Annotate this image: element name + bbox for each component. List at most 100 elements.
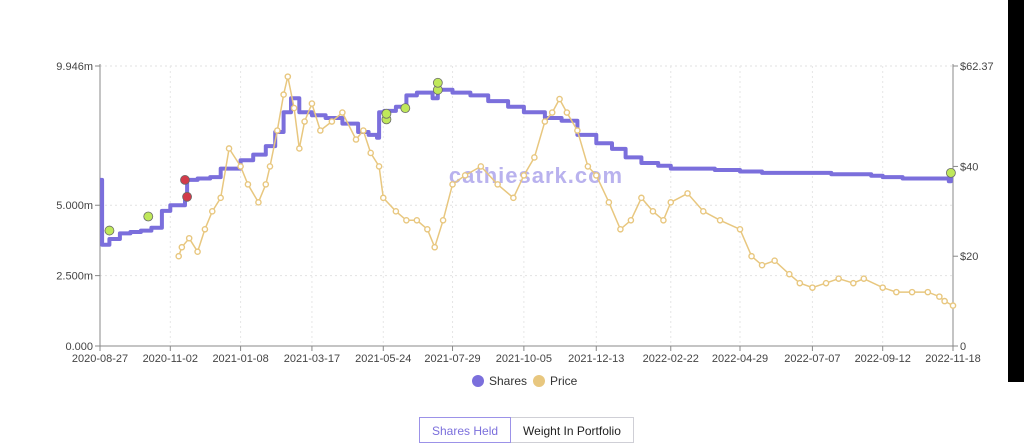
view-toggle: Shares Held Weight In Portfolio: [419, 417, 634, 443]
price-point: [274, 127, 281, 134]
x-tick-label: 2021-05-24: [355, 353, 411, 365]
axes: 0.000 2.500m 5.000m 9.946m 0 $20 $40 $62.37 2020…: [56, 61, 993, 365]
price-point: [375, 163, 383, 170]
price-point: [208, 208, 216, 215]
price-series-line: [177, 76, 954, 307]
price-point: [548, 109, 556, 116]
price-point: [352, 136, 360, 143]
y-right-tick-label: 0: [960, 341, 966, 353]
price-point: [244, 181, 252, 188]
price-point: [360, 127, 367, 134]
shares-legend-swatch[interactable]: [472, 375, 484, 387]
price-point: [748, 252, 755, 260]
price-legend-label[interactable]: Price: [550, 374, 578, 388]
price-point: [510, 194, 517, 202]
trade-marker[interactable]: [104, 225, 115, 236]
price-point: [758, 261, 766, 269]
price-point: [317, 127, 324, 134]
grid-lines: [100, 65, 953, 346]
price-point: [339, 109, 346, 116]
price-point: [201, 225, 209, 233]
price-point: [237, 163, 244, 170]
price-point: [574, 127, 581, 134]
trade-marker[interactable]: [381, 108, 392, 119]
price-legend-swatch[interactable]: [533, 375, 545, 387]
price-point: [494, 181, 501, 188]
x-tick-label: 2021-07-29: [424, 353, 480, 365]
price-point: [185, 234, 193, 242]
x-tick-label: 2022-09-12: [855, 353, 911, 365]
price-point: [796, 279, 804, 287]
price-point: [660, 216, 667, 224]
shares-legend-label[interactable]: Shares: [489, 374, 527, 388]
price-point: [403, 216, 410, 224]
x-tick-label: 2021-03-17: [284, 353, 340, 365]
tab-weight-in-portfolio[interactable]: Weight In Portfolio: [511, 417, 634, 443]
price-point: [667, 199, 675, 206]
x-tick-label: 2021-01-08: [212, 353, 268, 365]
price-point: [301, 118, 308, 125]
x-tick-label: 2020-08-27: [72, 353, 128, 365]
price-point: [284, 73, 292, 80]
price-point: [617, 225, 624, 233]
price-point: [771, 257, 778, 265]
price-point: [217, 194, 224, 202]
price-point: [449, 181, 456, 188]
price-point: [936, 293, 943, 300]
price-point: [860, 275, 868, 282]
trade-marker[interactable]: [143, 211, 154, 222]
x-tick-label: 2021-12-13: [568, 353, 624, 365]
price-point: [716, 216, 724, 224]
trade-marker[interactable]: [182, 191, 192, 202]
price-point: [649, 208, 657, 215]
price-point: [684, 190, 691, 197]
price-point: [563, 109, 571, 116]
price-point: [520, 172, 528, 179]
trade-marker[interactable]: [432, 77, 443, 88]
price-point: [439, 216, 447, 224]
trade-marker[interactable]: [400, 103, 411, 114]
series-layer: [100, 73, 957, 309]
x-tick-label: 2022-02-22: [643, 353, 699, 365]
price-point: [328, 118, 336, 125]
price-point: [280, 91, 287, 98]
trade-marker[interactable]: [946, 167, 956, 178]
price-point: [225, 145, 233, 152]
x-tick-label: 2022-04-29: [712, 353, 768, 365]
x-tick-label: 2022-07-07: [784, 353, 840, 365]
price-point: [638, 194, 645, 202]
price-point: [736, 225, 744, 233]
price-point: [627, 216, 635, 224]
y-right-tick-label: $20: [960, 251, 978, 263]
price-point: [786, 270, 793, 278]
trade-markers: [104, 77, 956, 236]
y-left-tick-label: 9.946m: [56, 61, 93, 73]
price-point: [296, 145, 303, 152]
price-point: [541, 118, 549, 125]
price-point: [592, 172, 600, 179]
y-right-tick-label: $40: [960, 161, 978, 173]
tab-shares-held[interactable]: Shares Held: [419, 417, 512, 443]
price-point: [924, 288, 932, 296]
price-point: [531, 154, 538, 161]
price-point: [879, 284, 887, 291]
price-point: [699, 208, 707, 215]
price-point: [822, 279, 830, 287]
price-point: [392, 208, 400, 215]
price-point: [809, 284, 816, 291]
price-point: [266, 163, 274, 170]
price-point: [835, 275, 842, 282]
x-tick-label: 2022-11-18: [925, 353, 980, 365]
price-point: [367, 149, 374, 157]
price-point: [431, 243, 438, 251]
price-point: [178, 243, 186, 251]
price-point: [605, 199, 613, 206]
price-point: [175, 252, 182, 260]
trade-marker[interactable]: [180, 175, 190, 185]
price-point: [461, 172, 469, 179]
price-point: [477, 163, 485, 170]
price-point: [949, 302, 957, 309]
legend[interactable]: Shares Price: [472, 374, 578, 388]
price-point: [308, 100, 316, 107]
